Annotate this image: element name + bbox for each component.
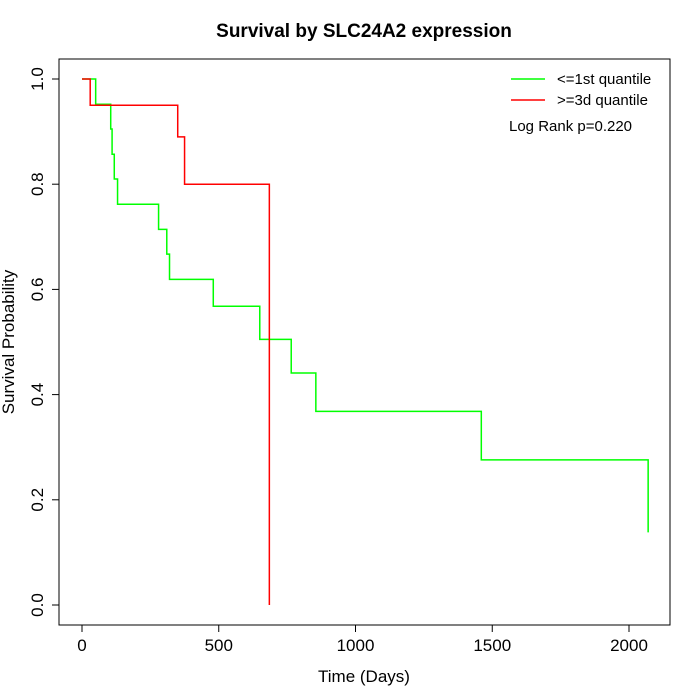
y-tick-label: 0.4 xyxy=(28,383,47,407)
y-axis: 0.0 0.2 0.4 0.6 0.8 1.0 xyxy=(28,67,59,617)
y-axis-label: Survival Probability xyxy=(0,269,18,414)
x-axis-label: Time (Days) xyxy=(318,667,410,686)
y-tick-label: 0.2 xyxy=(28,488,47,512)
legend-label-high: >=3d quantile xyxy=(557,92,648,109)
y-tick-label: 1.0 xyxy=(28,67,47,91)
series-high-quantile-line xyxy=(82,78,271,605)
x-tick-label: 2000 xyxy=(610,636,648,655)
series-layer xyxy=(82,78,649,605)
series-low-quantile-line xyxy=(82,78,649,533)
log-rank-annotation: Log Rank p=0.220 xyxy=(509,118,632,135)
legend: <=1st quantile >=3d quantile xyxy=(511,71,651,109)
y-tick-label: 0.0 xyxy=(28,593,47,617)
y-tick-label: 0.6 xyxy=(28,278,47,302)
x-tick-label: 1500 xyxy=(473,636,511,655)
x-tick-label: 500 xyxy=(205,636,233,655)
x-tick-label: 1000 xyxy=(337,636,375,655)
x-tick-label: 0 xyxy=(77,636,86,655)
legend-label-low: <=1st quantile xyxy=(557,71,651,88)
x-axis: 0 500 1000 1500 2000 xyxy=(77,625,648,655)
chart-title: Survival by SLC24A2 expression xyxy=(216,21,512,42)
plot-frame xyxy=(58,58,671,626)
y-tick-label: 0.8 xyxy=(28,172,47,196)
